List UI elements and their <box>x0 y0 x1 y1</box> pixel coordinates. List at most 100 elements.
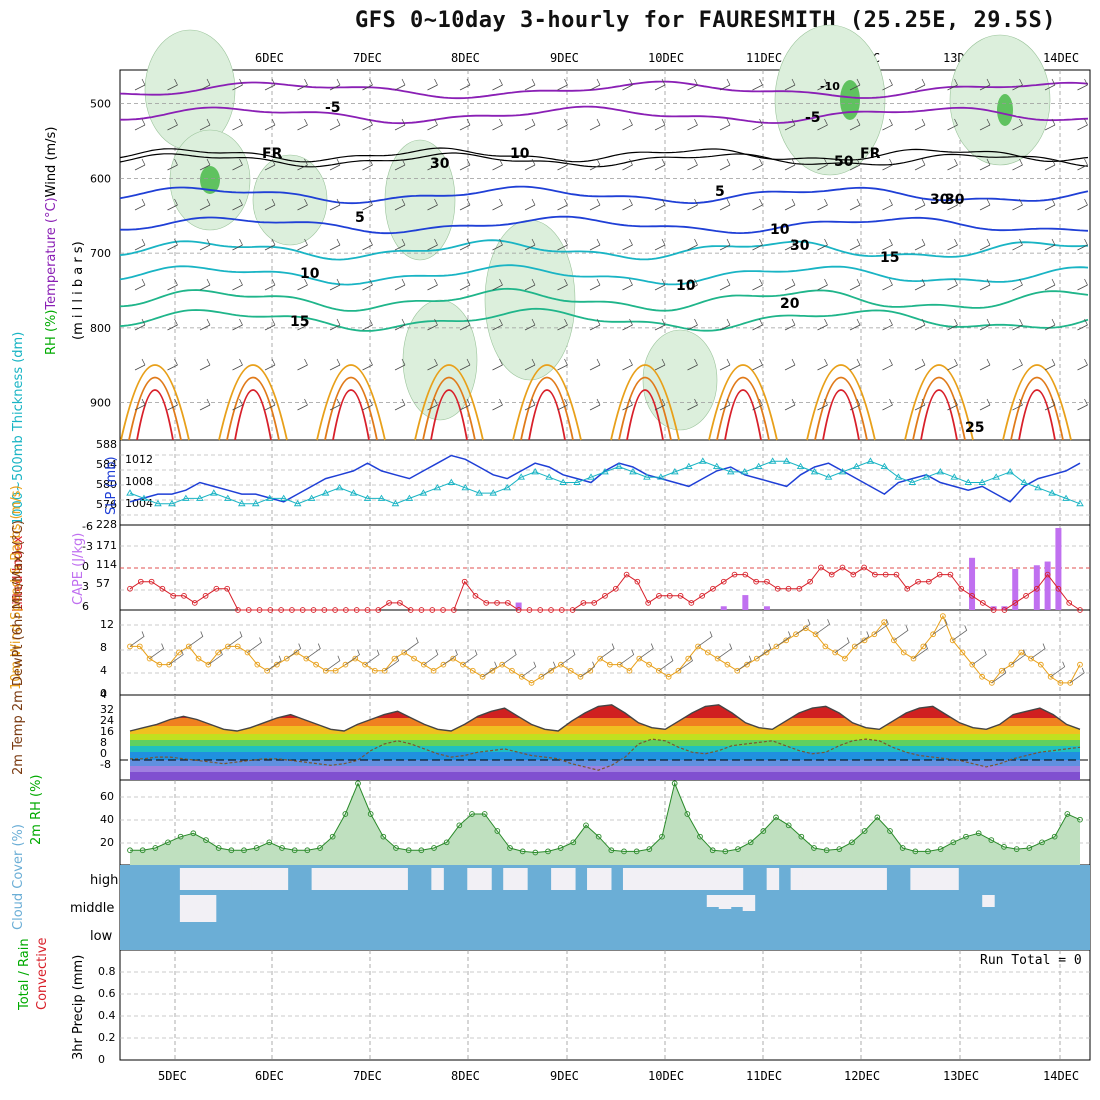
cloud-mid-clear <box>179 895 193 922</box>
cloud-high-clear <box>934 868 947 890</box>
rh-line-point <box>633 848 640 855</box>
wind-barb <box>427 198 438 211</box>
cape-ylabel: CAPE (J/kg) <box>71 533 86 605</box>
wind-barb <box>492 278 503 291</box>
chart-title: GFS 0~10day 3-hourly for FAURESMITH (25.… <box>355 8 1057 33</box>
run-total-annotation: Run Total = 0 <box>980 953 1082 968</box>
temp-color-band <box>130 740 1080 746</box>
lifted-index-line-point <box>418 607 425 613</box>
contour-label: -5 <box>805 110 821 126</box>
rh-line-point <box>963 833 969 840</box>
wind-barb <box>687 238 698 251</box>
wind-barb <box>362 198 373 211</box>
slp-line <box>129 460 1081 505</box>
cape-bar <box>742 595 749 610</box>
wind-barb <box>134 78 146 91</box>
wind-barb <box>947 398 958 411</box>
slp-line-point <box>936 468 945 475</box>
lifted-index-line-point <box>548 607 554 613</box>
slp-line-point <box>796 462 805 470</box>
lifted-index-line-point <box>289 607 295 613</box>
wind-barb <box>459 358 471 371</box>
lifted-index-line-point <box>656 592 662 599</box>
wind-speed-line-point <box>381 667 388 674</box>
wind-barb-10m <box>482 661 498 678</box>
cloud-high-clear <box>323 868 337 890</box>
rh-line-point <box>127 847 133 854</box>
wind-barb <box>427 158 438 171</box>
lifted-index-line-point <box>882 571 889 578</box>
wind-barb <box>1044 318 1056 331</box>
cape-tick-label: 114 <box>96 558 117 571</box>
wind-barb <box>427 278 438 291</box>
wind-barb <box>914 78 926 91</box>
wind-barb <box>134 198 146 211</box>
wind-barb <box>167 78 178 91</box>
thickness-tick-label: 584 <box>96 458 117 471</box>
wind-speed-line-point <box>802 625 809 632</box>
wind-barb <box>557 318 568 331</box>
wind-barb-10m <box>149 643 165 659</box>
wind-barb <box>134 238 146 251</box>
wind-barb <box>849 238 861 251</box>
wind-speed-line-point <box>744 661 750 668</box>
lifted-index-line-point <box>839 564 846 571</box>
wind-barb <box>849 318 861 331</box>
lifted-index-line-point <box>936 571 943 578</box>
wind-barb <box>167 198 178 211</box>
wind-speed-line-point <box>156 661 163 668</box>
lifted-index-line-point <box>828 571 835 578</box>
rh-line-point <box>177 833 184 840</box>
wind-speed-line-point <box>499 661 506 668</box>
isotherm-arc <box>414 364 484 441</box>
lifted-index-line-point <box>785 585 792 592</box>
wind-speed-line-point <box>313 661 319 668</box>
temp-color-band <box>130 766 1080 772</box>
wind-speed-line-point <box>274 661 280 668</box>
wind-speed-line-point <box>440 661 447 668</box>
precip-tick-label: 0.6 <box>98 987 116 1000</box>
wind-speed-line-point <box>195 655 202 662</box>
wind-barb <box>329 118 341 131</box>
wind-barb <box>232 158 243 171</box>
cape-bar <box>1055 527 1062 610</box>
wind-speed-line-point <box>1008 661 1015 668</box>
temp-tick-label: 32 <box>100 703 114 716</box>
wind-speed-line-point <box>303 655 310 662</box>
slp-line-point <box>126 489 134 496</box>
isotherm-5 <box>120 215 1089 235</box>
lifted-index-line-point <box>397 600 403 606</box>
wind-barb <box>622 158 633 171</box>
wind-speed-line-point <box>450 655 457 662</box>
wind-barb <box>589 278 601 291</box>
slp-line-point <box>1076 499 1084 507</box>
rh-shading <box>774 24 886 176</box>
precip-tick-label: 0.8 <box>98 965 116 978</box>
lifted-index-line-point <box>364 607 371 613</box>
panel-frame-2 <box>119 439 1091 526</box>
wind-barb-10m <box>952 625 968 641</box>
precip-tick-label: 0.2 <box>98 1031 116 1044</box>
wind-barb <box>654 318 666 331</box>
cloud-high-clear <box>467 868 480 890</box>
rh-tick-label: 40 <box>100 813 114 826</box>
cloud-high-clear <box>730 868 744 890</box>
isotherm-arc <box>618 376 672 441</box>
cloud-high-clear <box>515 868 528 890</box>
cloud-high-clear <box>814 868 828 890</box>
wind-barb <box>1077 118 1088 131</box>
wind-barb <box>817 78 828 91</box>
cape-bar <box>1012 568 1019 610</box>
isotherm-arc <box>528 389 566 441</box>
wind-barb-10m <box>756 643 772 659</box>
wind-speed-line-point <box>822 643 829 650</box>
lifted-index-line-point <box>526 607 533 613</box>
wind-barb <box>979 398 991 411</box>
wind-barb <box>687 358 698 371</box>
wind-barb <box>849 278 861 291</box>
wind-barb <box>882 278 893 291</box>
wind-barb-10m <box>697 631 713 647</box>
wind-barb <box>199 278 211 291</box>
date-label-bottom: 9DEC <box>550 1069 579 1083</box>
wind-barb-10m <box>188 631 204 647</box>
